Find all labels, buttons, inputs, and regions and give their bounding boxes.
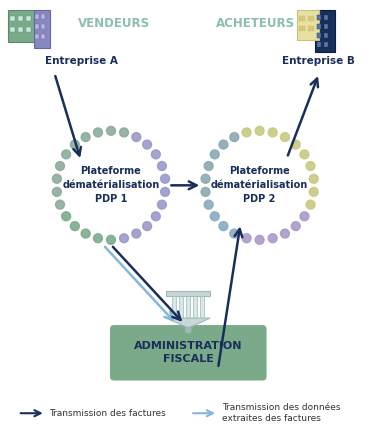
Circle shape: [70, 140, 79, 149]
Circle shape: [280, 229, 289, 238]
FancyBboxPatch shape: [299, 26, 305, 31]
Circle shape: [242, 234, 251, 243]
FancyBboxPatch shape: [166, 292, 210, 296]
FancyBboxPatch shape: [317, 15, 321, 20]
Text: Entreprise B: Entreprise B: [282, 56, 355, 67]
Circle shape: [94, 234, 102, 243]
Circle shape: [268, 234, 277, 243]
Circle shape: [300, 150, 309, 159]
Circle shape: [201, 187, 210, 196]
Circle shape: [62, 212, 71, 221]
FancyBboxPatch shape: [324, 33, 328, 37]
Polygon shape: [166, 318, 210, 328]
Circle shape: [81, 229, 90, 238]
FancyBboxPatch shape: [193, 296, 197, 318]
FancyBboxPatch shape: [10, 27, 15, 32]
Circle shape: [56, 200, 64, 209]
FancyBboxPatch shape: [18, 27, 23, 32]
FancyBboxPatch shape: [317, 41, 321, 47]
Text: Plateforme
dématérialisation
PDP 2: Plateforme dématérialisation PDP 2: [211, 166, 308, 204]
Circle shape: [52, 187, 61, 196]
Circle shape: [81, 133, 90, 142]
Circle shape: [306, 161, 315, 171]
FancyBboxPatch shape: [18, 16, 23, 21]
Circle shape: [120, 128, 129, 137]
Circle shape: [219, 222, 228, 231]
Circle shape: [210, 212, 219, 221]
FancyBboxPatch shape: [35, 14, 39, 19]
Text: Plateforme
dématérialisation
PDP 1: Plateforme dématérialisation PDP 1: [62, 166, 160, 204]
Circle shape: [309, 187, 318, 196]
Circle shape: [255, 235, 264, 244]
Text: Entreprise A: Entreprise A: [45, 56, 117, 67]
Circle shape: [291, 140, 300, 149]
Circle shape: [56, 161, 64, 171]
FancyBboxPatch shape: [35, 34, 39, 39]
Circle shape: [151, 150, 160, 159]
Circle shape: [210, 150, 219, 159]
Circle shape: [107, 235, 116, 244]
FancyBboxPatch shape: [26, 16, 31, 21]
Circle shape: [62, 150, 71, 159]
FancyBboxPatch shape: [324, 15, 328, 20]
Text: ACHETEURS: ACHETEURS: [216, 17, 295, 30]
Circle shape: [142, 140, 151, 149]
FancyBboxPatch shape: [41, 34, 45, 39]
Circle shape: [280, 133, 289, 142]
Circle shape: [300, 212, 309, 221]
Circle shape: [151, 212, 160, 221]
FancyBboxPatch shape: [41, 14, 45, 19]
Circle shape: [120, 234, 129, 243]
Circle shape: [52, 174, 61, 183]
Circle shape: [142, 222, 151, 231]
FancyBboxPatch shape: [324, 41, 328, 47]
Circle shape: [204, 161, 213, 171]
FancyBboxPatch shape: [324, 24, 328, 29]
FancyBboxPatch shape: [34, 10, 49, 48]
FancyBboxPatch shape: [10, 16, 15, 21]
FancyBboxPatch shape: [180, 296, 183, 318]
Circle shape: [94, 128, 102, 137]
Circle shape: [201, 174, 210, 183]
FancyBboxPatch shape: [26, 27, 31, 32]
Circle shape: [306, 200, 315, 209]
FancyBboxPatch shape: [35, 24, 39, 29]
Circle shape: [185, 326, 192, 333]
FancyBboxPatch shape: [186, 296, 190, 318]
Circle shape: [242, 128, 251, 137]
Circle shape: [291, 222, 300, 231]
Circle shape: [107, 127, 116, 135]
FancyBboxPatch shape: [200, 296, 204, 318]
Circle shape: [160, 187, 169, 196]
Circle shape: [204, 200, 213, 209]
Text: ADMINISTRATION
FISCALE: ADMINISTRATION FISCALE: [134, 341, 242, 364]
FancyBboxPatch shape: [8, 10, 36, 41]
Circle shape: [255, 127, 264, 135]
FancyBboxPatch shape: [308, 16, 314, 21]
FancyBboxPatch shape: [41, 24, 45, 29]
FancyBboxPatch shape: [172, 296, 177, 318]
Circle shape: [160, 174, 169, 183]
Circle shape: [157, 200, 166, 209]
Circle shape: [268, 128, 277, 137]
FancyBboxPatch shape: [297, 10, 319, 40]
Circle shape: [132, 133, 141, 142]
Text: VENDEURS: VENDEURS: [78, 17, 150, 30]
FancyBboxPatch shape: [317, 24, 321, 29]
FancyBboxPatch shape: [110, 325, 267, 381]
Text: Transmission des données
extraites des factures: Transmission des données extraites des f…: [222, 403, 340, 423]
Circle shape: [230, 229, 239, 238]
FancyBboxPatch shape: [299, 16, 305, 21]
Circle shape: [230, 133, 239, 142]
Circle shape: [132, 229, 141, 238]
FancyBboxPatch shape: [317, 33, 321, 37]
Circle shape: [309, 174, 318, 183]
FancyBboxPatch shape: [315, 10, 335, 52]
Circle shape: [157, 161, 166, 171]
Text: Transmission des factures: Transmission des factures: [49, 409, 166, 418]
Circle shape: [70, 222, 79, 231]
Circle shape: [219, 140, 228, 149]
FancyBboxPatch shape: [308, 26, 314, 31]
